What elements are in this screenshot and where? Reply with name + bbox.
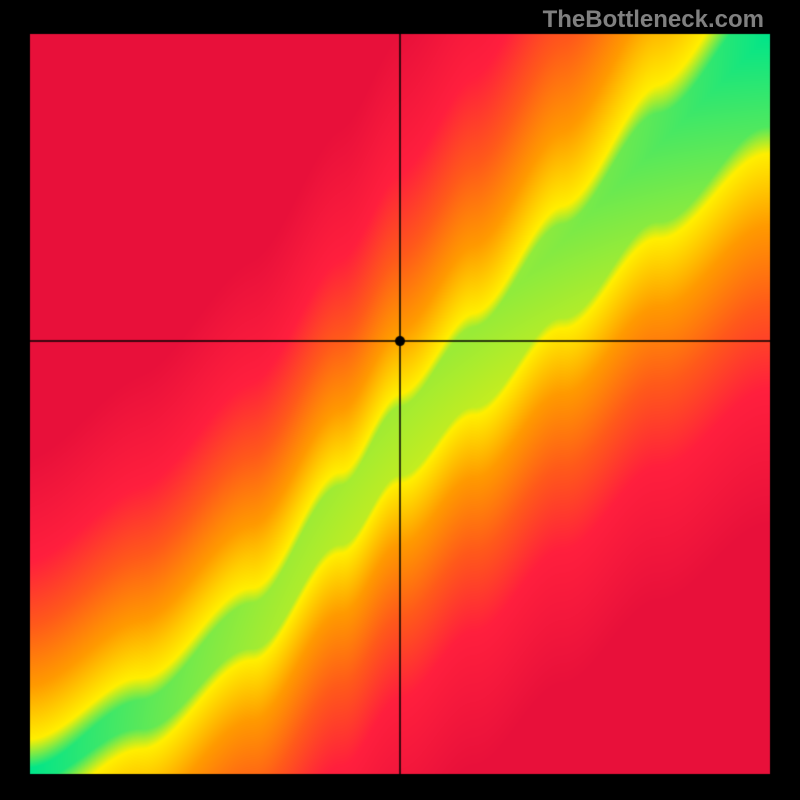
heatmap-canvas xyxy=(0,0,800,800)
watermark-text: TheBottleneck.com xyxy=(543,6,764,34)
chart-container: TheBottleneck.com xyxy=(0,0,800,800)
